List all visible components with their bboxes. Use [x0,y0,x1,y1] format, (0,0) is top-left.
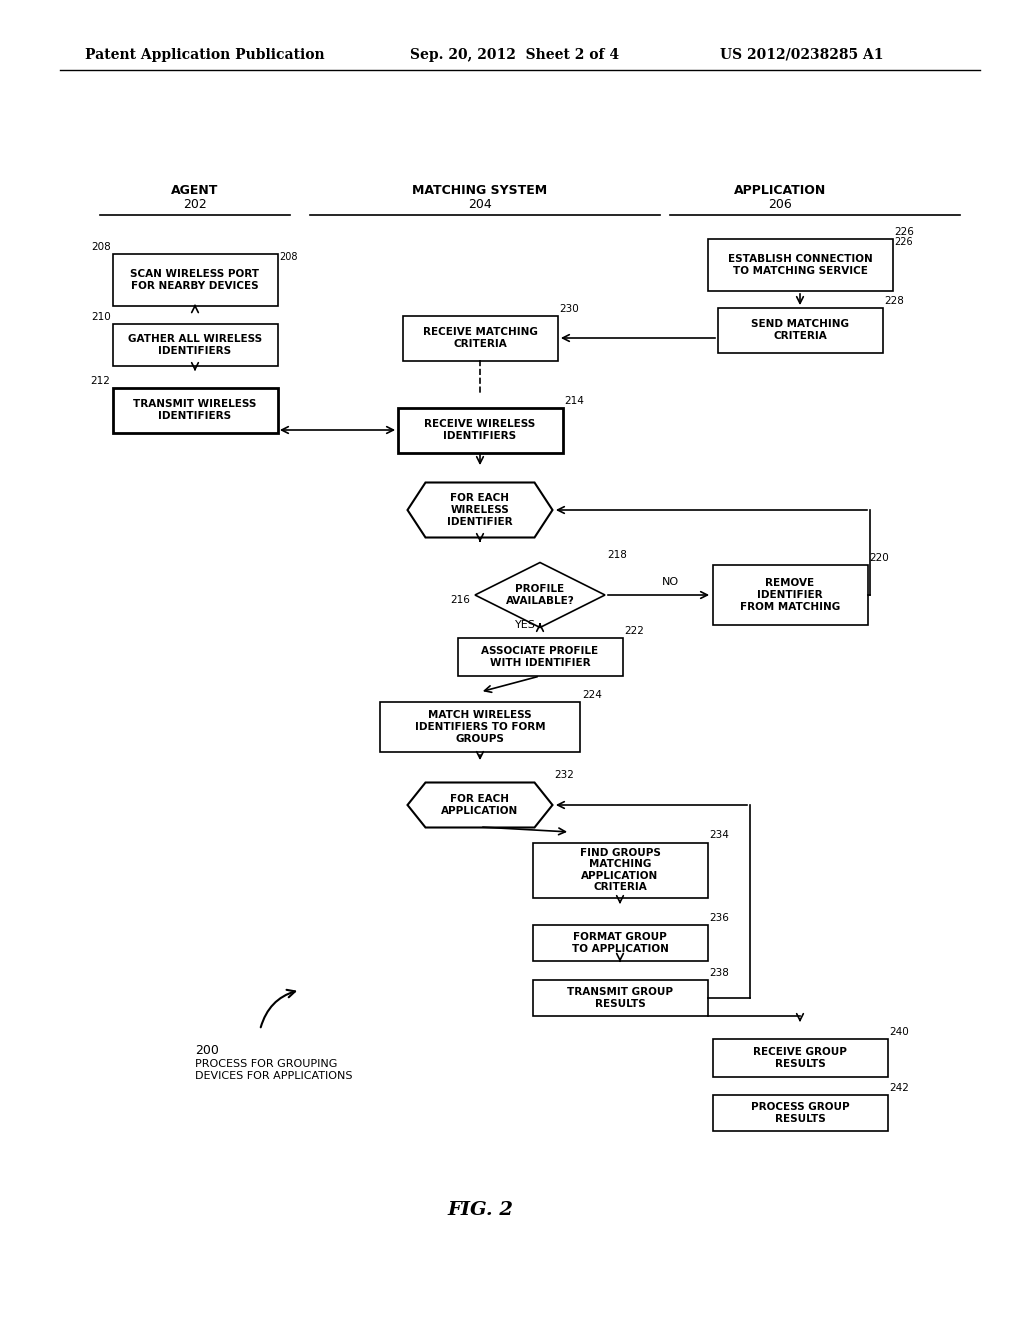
Text: 234: 234 [710,830,729,841]
FancyBboxPatch shape [713,1039,888,1077]
Text: FIG. 2: FIG. 2 [447,1201,513,1218]
Text: FOR EACH
WIRELESS
IDENTIFIER: FOR EACH WIRELESS IDENTIFIER [447,494,513,527]
Text: YES: YES [515,620,536,630]
Text: 242: 242 [890,1082,909,1093]
Text: ASSOCIATE PROFILE
WITH IDENTIFIER: ASSOCIATE PROFILE WITH IDENTIFIER [481,647,599,668]
Text: REMOVE
IDENTIFIER
FROM MATCHING: REMOVE IDENTIFIER FROM MATCHING [740,578,840,611]
FancyBboxPatch shape [113,323,278,366]
Text: 238: 238 [710,968,729,978]
Polygon shape [408,483,553,537]
Text: NO: NO [662,577,679,587]
FancyBboxPatch shape [532,979,708,1016]
Text: ESTABLISH CONNECTION
TO MATCHING SERVICE: ESTABLISH CONNECTION TO MATCHING SERVICE [728,255,872,276]
Text: 214: 214 [564,396,585,405]
FancyBboxPatch shape [708,239,893,290]
FancyBboxPatch shape [713,1096,888,1131]
Text: Patent Application Publication: Patent Application Publication [85,48,325,62]
Text: APPLICATION: APPLICATION [734,183,826,197]
Text: GATHER ALL WIRELESS
IDENTIFIERS: GATHER ALL WIRELESS IDENTIFIERS [128,334,262,356]
FancyBboxPatch shape [113,253,278,306]
Text: 218: 218 [607,550,627,561]
Text: 226: 226 [895,227,914,238]
Text: 220: 220 [869,553,889,564]
FancyBboxPatch shape [532,925,708,961]
Text: US 2012/0238285 A1: US 2012/0238285 A1 [720,48,884,62]
Text: FOR EACH
APPLICATION: FOR EACH APPLICATION [441,795,518,816]
Text: PROCESS GROUP
RESULTS: PROCESS GROUP RESULTS [751,1102,849,1123]
Text: FIND GROUPS
MATCHING
APPLICATION
CRITERIA: FIND GROUPS MATCHING APPLICATION CRITERI… [580,847,660,892]
Text: PROCESS FOR GROUPING
DEVICES FOR APPLICATIONS: PROCESS FOR GROUPING DEVICES FOR APPLICA… [195,1059,352,1081]
Text: 240: 240 [890,1027,909,1038]
Text: PROFILE
AVAILABLE?: PROFILE AVAILABLE? [506,585,574,606]
Text: 200: 200 [195,1044,219,1056]
FancyBboxPatch shape [532,842,708,898]
FancyBboxPatch shape [713,565,867,624]
Text: AGENT: AGENT [171,183,219,197]
Text: RECEIVE MATCHING
CRITERIA: RECEIVE MATCHING CRITERIA [423,327,538,348]
FancyBboxPatch shape [113,388,278,433]
FancyBboxPatch shape [402,315,557,360]
Text: 230: 230 [559,304,580,314]
Polygon shape [408,783,553,828]
Text: FORMAT GROUP
TO APPLICATION: FORMAT GROUP TO APPLICATION [571,932,669,954]
Text: 208: 208 [280,252,298,261]
Text: 206: 206 [768,198,792,211]
FancyBboxPatch shape [397,408,562,453]
Text: SEND MATCHING
CRITERIA: SEND MATCHING CRITERIA [751,319,849,341]
Text: MATCHING SYSTEM: MATCHING SYSTEM [413,183,548,197]
Text: 216: 216 [451,595,470,605]
Text: 228: 228 [885,296,904,305]
Text: TRANSMIT GROUP
RESULTS: TRANSMIT GROUP RESULTS [567,987,673,1008]
Text: 202: 202 [183,198,207,211]
FancyBboxPatch shape [380,702,580,752]
Text: 226: 226 [895,238,913,247]
Text: TRANSMIT WIRELESS
IDENTIFIERS: TRANSMIT WIRELESS IDENTIFIERS [133,399,257,421]
Text: 210: 210 [91,312,111,322]
Text: 204: 204 [468,198,492,211]
Text: 232: 232 [555,771,574,780]
Text: 236: 236 [710,913,729,923]
Text: Sep. 20, 2012  Sheet 2 of 4: Sep. 20, 2012 Sheet 2 of 4 [410,48,620,62]
Text: RECEIVE GROUP
RESULTS: RECEIVE GROUP RESULTS [753,1047,847,1069]
Text: 212: 212 [91,375,111,385]
Text: SCAN WIRELESS PORT
FOR NEARBY DEVICES: SCAN WIRELESS PORT FOR NEARBY DEVICES [130,269,259,290]
FancyBboxPatch shape [458,638,623,676]
Text: MATCH WIRELESS
IDENTIFIERS TO FORM
GROUPS: MATCH WIRELESS IDENTIFIERS TO FORM GROUP… [415,710,546,743]
Text: RECEIVE WIRELESS
IDENTIFIERS: RECEIVE WIRELESS IDENTIFIERS [424,420,536,441]
Text: 208: 208 [91,242,111,252]
Polygon shape [475,562,605,627]
Text: 224: 224 [582,690,602,700]
FancyBboxPatch shape [718,308,883,352]
Text: 222: 222 [625,626,644,636]
